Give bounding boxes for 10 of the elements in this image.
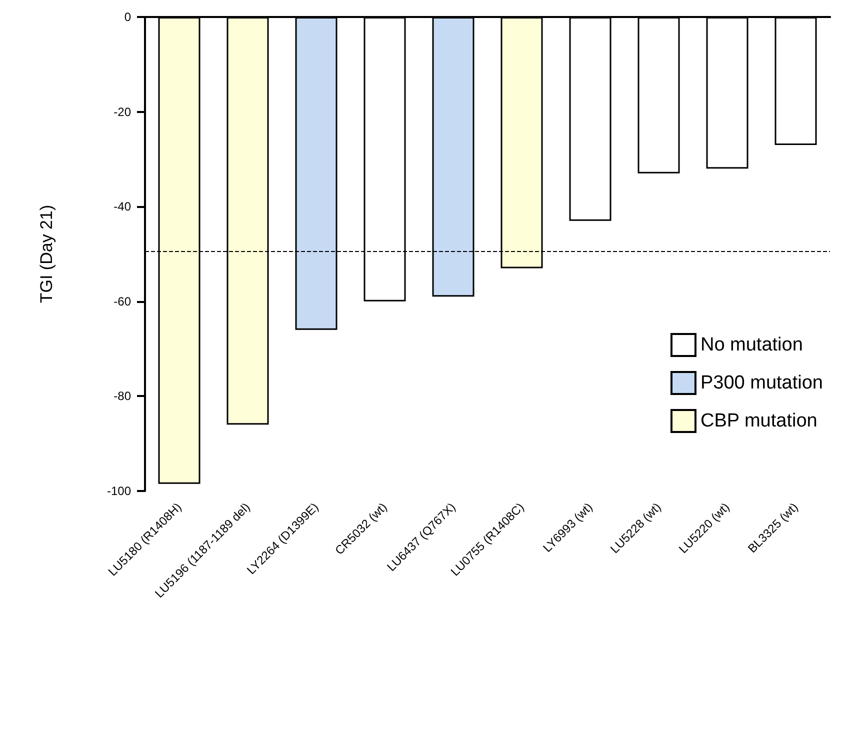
legend-label: CBP mutation [700, 410, 818, 432]
legend-label: No mutation [700, 334, 803, 356]
y-axis-title: TGI (Day 21) [37, 204, 56, 304]
y-tick-label: -100 [106, 484, 132, 498]
y-tick-label: 0 [124, 10, 132, 24]
legend-label: P300 mutation [700, 372, 824, 394]
y-tick-label: -20 [114, 104, 132, 119]
y-tick-label: -60 [114, 294, 132, 308]
y-tick-label: -40 [114, 200, 132, 214]
y-tick-label: -80 [114, 389, 132, 404]
